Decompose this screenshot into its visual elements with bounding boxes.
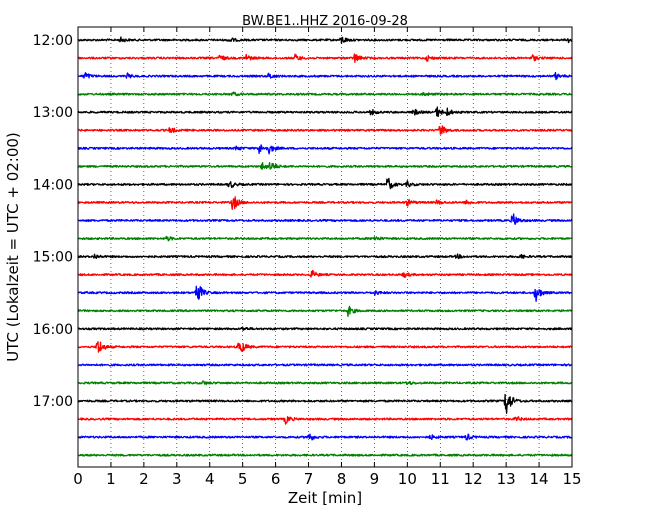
x-tick-label: 14 xyxy=(530,470,549,488)
x-tick-label: 8 xyxy=(337,470,347,488)
y-axis-label: UTC (Lokalzeit = UTC + 02:00) xyxy=(4,132,22,362)
y-tick-label: 14:00 xyxy=(33,177,73,193)
x-tick-label: 7 xyxy=(304,470,314,488)
x-tick-label: 3 xyxy=(172,470,182,488)
x-tick-label: 1 xyxy=(106,470,116,488)
trace-1715 xyxy=(77,415,573,425)
y-tick-label: 12:00 xyxy=(33,33,73,49)
seismogram-traces xyxy=(77,36,573,457)
trace-1745 xyxy=(77,453,573,457)
trace-1700 xyxy=(77,393,573,414)
trace-1215 xyxy=(77,53,573,63)
chart-title: BW.BE1..HHZ 2016-09-28 xyxy=(242,14,408,29)
x-tick-label: 2 xyxy=(139,470,149,488)
trace-1230 xyxy=(77,71,573,81)
trace-1515 xyxy=(77,269,573,278)
x-tick-label: 12 xyxy=(464,470,483,488)
y-tick-label: 15:00 xyxy=(33,250,73,266)
x-tick-label: 11 xyxy=(431,470,450,488)
trace-1530 xyxy=(77,285,573,302)
trace-1600 xyxy=(77,326,573,331)
y-tick-label: 16:00 xyxy=(33,322,73,338)
trace-1430 xyxy=(77,213,573,225)
trace-1315 xyxy=(77,125,573,135)
x-tick-label: 6 xyxy=(271,470,281,488)
trace-1400 xyxy=(77,177,573,190)
trace-1245 xyxy=(77,91,573,97)
x-tick-label: 15 xyxy=(562,470,581,488)
y-tick-label: 17:00 xyxy=(33,394,73,410)
x-axis-label: Zeit [min] xyxy=(288,489,362,507)
x-tick-label: 4 xyxy=(205,470,215,488)
plot-frame xyxy=(77,26,573,468)
x-tick-label: 9 xyxy=(370,470,380,488)
vertical-gridlines xyxy=(110,27,540,467)
y-tick-label: 13:00 xyxy=(33,105,73,121)
trace-1545 xyxy=(77,305,573,318)
x-tick-label: 5 xyxy=(238,470,248,488)
trace-1615 xyxy=(77,340,573,353)
x-axis-ticks: 0 1 2 3 4 5 6 7 8 9 10 11 12 13 14 15 xyxy=(73,27,582,488)
trace-1645 xyxy=(77,380,573,386)
x-tick-label: 13 xyxy=(497,470,516,488)
x-tick-label: 10 xyxy=(398,470,417,488)
y-axis-ticks: 12:00 13:00 14:00 15:00 16:00 17:00 xyxy=(33,33,572,410)
trace-1300 xyxy=(77,106,573,117)
trace-1500 xyxy=(77,253,573,260)
trace-1345 xyxy=(77,161,573,171)
trace-1445 xyxy=(77,235,573,242)
trace-1630 xyxy=(77,363,573,367)
trace-1415 xyxy=(77,196,573,210)
x-tick-label: 0 xyxy=(73,470,83,488)
trace-1200 xyxy=(77,36,573,45)
trace-1730 xyxy=(77,433,573,441)
trace-1330 xyxy=(77,144,573,155)
